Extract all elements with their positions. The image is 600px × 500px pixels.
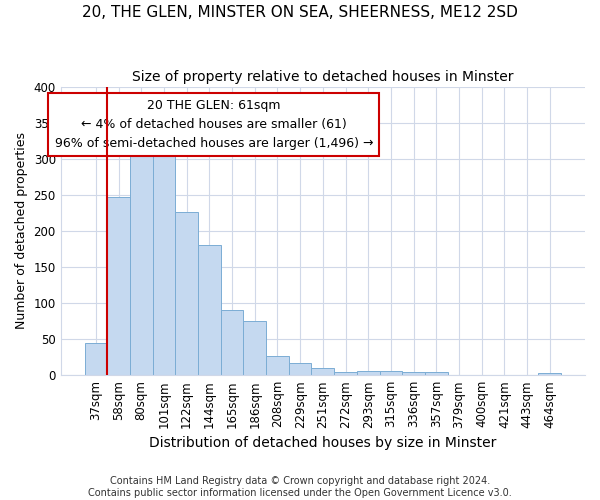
Title: Size of property relative to detached houses in Minster: Size of property relative to detached ho…	[132, 70, 514, 84]
Text: 20 THE GLEN: 61sqm
← 4% of detached houses are smaller (61)
96% of semi-detached: 20 THE GLEN: 61sqm ← 4% of detached hous…	[55, 99, 373, 150]
Bar	[175, 212, 198, 375]
Bar	[538, 373, 561, 375]
Bar	[402, 372, 425, 375]
Bar	[152, 134, 175, 375]
Bar	[244, 321, 266, 375]
Bar	[107, 197, 130, 375]
Bar	[357, 371, 380, 375]
Y-axis label: Number of detached properties: Number of detached properties	[15, 132, 28, 330]
Text: Contains HM Land Registry data © Crown copyright and database right 2024.
Contai: Contains HM Land Registry data © Crown c…	[88, 476, 512, 498]
Bar	[311, 368, 334, 375]
Bar	[130, 150, 152, 375]
Bar	[334, 372, 357, 375]
X-axis label: Distribution of detached houses by size in Minster: Distribution of detached houses by size …	[149, 436, 497, 450]
Bar	[266, 356, 289, 375]
Bar	[380, 371, 402, 375]
Bar	[425, 372, 448, 375]
Bar	[289, 363, 311, 375]
Text: 20, THE GLEN, MINSTER ON SEA, SHEERNESS, ME12 2SD: 20, THE GLEN, MINSTER ON SEA, SHEERNESS,…	[82, 5, 518, 20]
Bar	[85, 342, 107, 375]
Bar	[221, 310, 244, 375]
Bar	[198, 246, 221, 375]
